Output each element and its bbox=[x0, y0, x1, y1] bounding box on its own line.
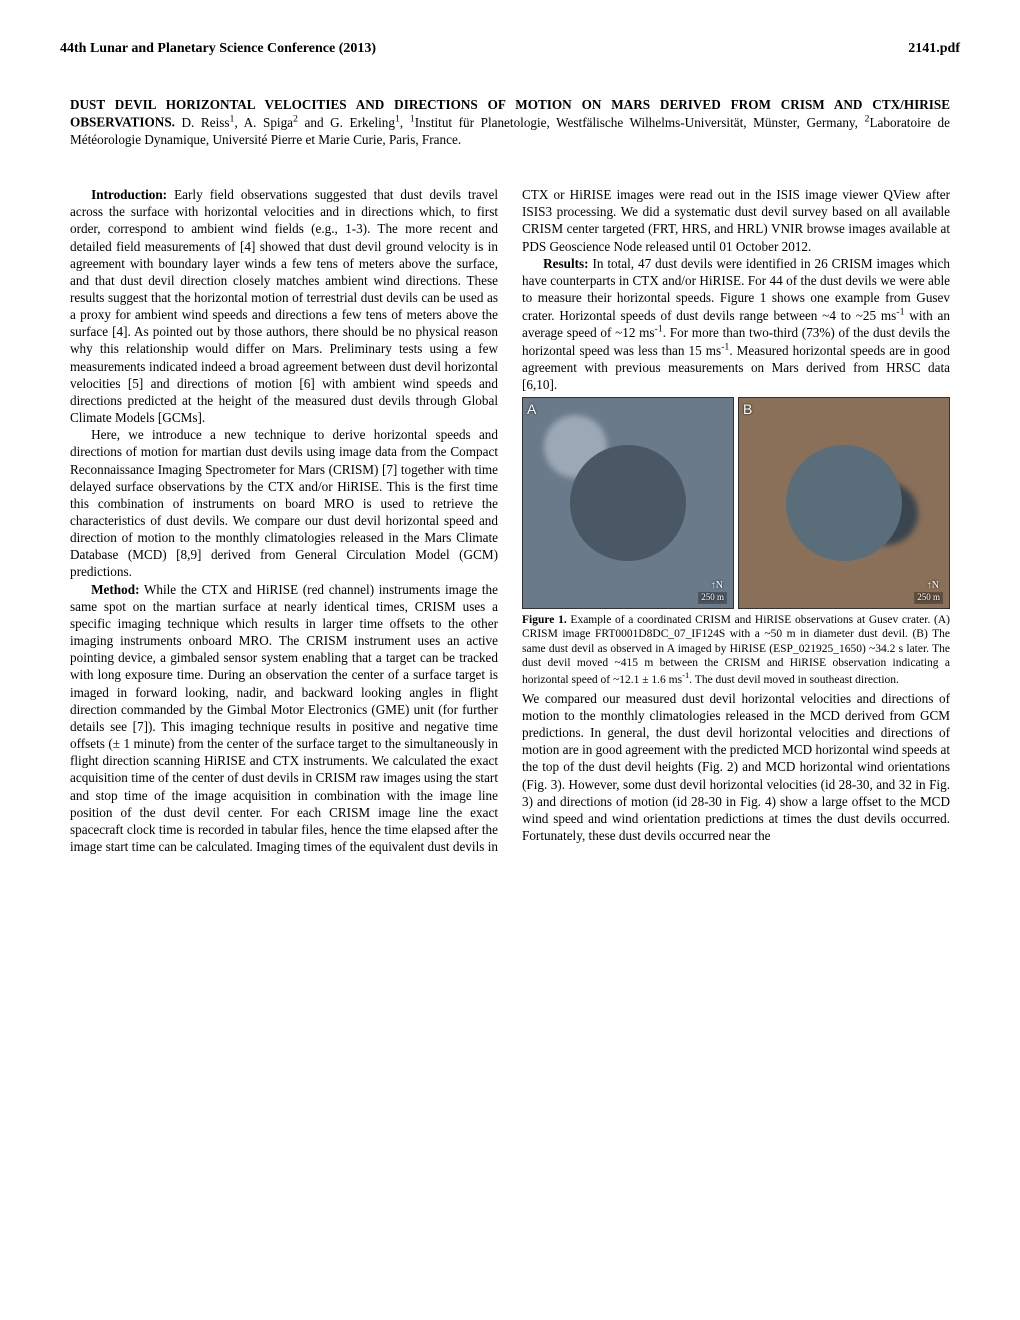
results-paragraph-1: Results: In total, 47 dust devils were i… bbox=[522, 255, 950, 393]
intro-heading: Introduction: bbox=[91, 187, 167, 202]
crater-b bbox=[786, 445, 902, 561]
results-paragraph-2: We compared our measured dust devil hori… bbox=[522, 690, 950, 844]
panel-b-north-icon: ↑N bbox=[927, 579, 939, 592]
authors-affiliations: D. Reiss1, A. Spiga2 and G. Erkeling1, 1… bbox=[70, 115, 950, 147]
panel-a-label: A bbox=[527, 400, 536, 418]
figure-1: A ↑N 250 m B ↑N 250 m Figure 1. Example … bbox=[522, 397, 950, 688]
intro-paragraph-1: Introduction: Early field observations s… bbox=[70, 186, 498, 426]
figure-1-caption-label: Figure 1. bbox=[522, 614, 567, 626]
figure-1-caption: Figure 1. Example of a coordinated CRISM… bbox=[522, 613, 950, 688]
figure-1-panels: A ↑N 250 m B ↑N 250 m bbox=[522, 397, 950, 609]
panel-a-north-icon: ↑N bbox=[711, 579, 723, 592]
method-heading: Method: bbox=[91, 582, 139, 597]
panel-b-scalebar: 250 m bbox=[914, 592, 943, 604]
panel-b-label: B bbox=[743, 400, 752, 418]
pdf-filename: 2141.pdf bbox=[908, 40, 960, 58]
body-columns: Introduction: Early field observations s… bbox=[60, 186, 960, 855]
title-block: DUST DEVIL HORIZONTAL VELOCITIES AND DIR… bbox=[60, 96, 960, 148]
figure-1-panel-a: A ↑N 250 m bbox=[522, 397, 734, 609]
intro-paragraph-2: Here, we introduce a new technique to de… bbox=[70, 426, 498, 580]
figure-1-panel-b: B ↑N 250 m bbox=[738, 397, 950, 609]
figure-1-caption-text: Example of a coordinated CRISM and HiRIS… bbox=[522, 614, 950, 686]
results-text-1: In total, 47 dust devils were identified… bbox=[522, 256, 950, 392]
crater-a bbox=[570, 445, 686, 561]
results-heading: Results: bbox=[543, 256, 588, 271]
panel-a-scalebar: 250 m bbox=[698, 592, 727, 604]
conference-name: 44th Lunar and Planetary Science Confere… bbox=[60, 40, 376, 58]
page-header: 44th Lunar and Planetary Science Confere… bbox=[60, 40, 960, 58]
intro-text-1: Early field observations suggested that … bbox=[70, 187, 498, 425]
